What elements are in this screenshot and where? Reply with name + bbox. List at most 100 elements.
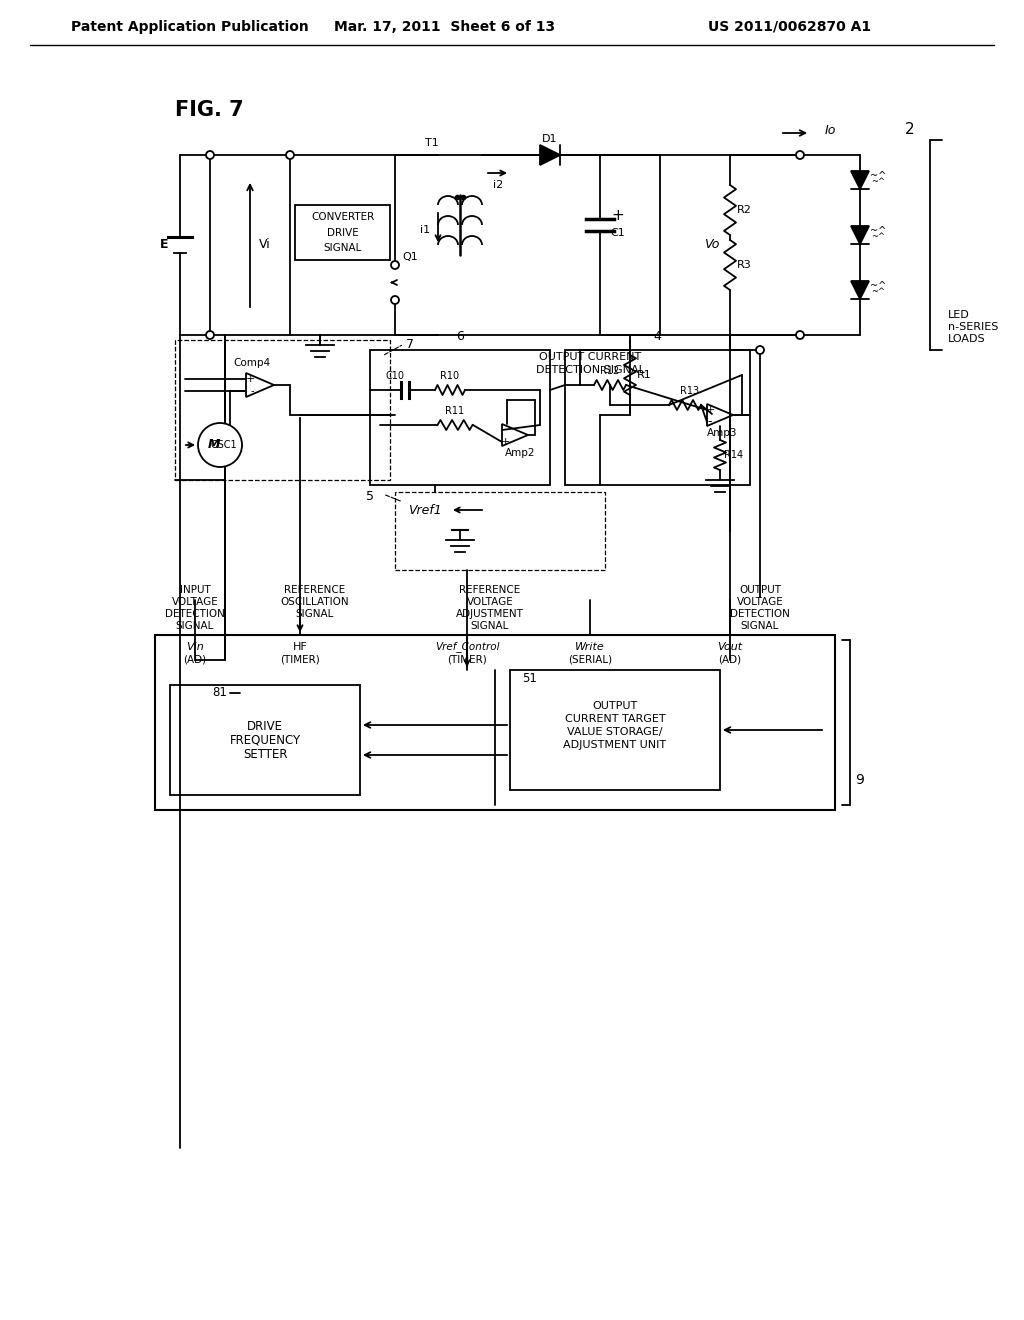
Text: 2: 2: [905, 123, 914, 137]
Text: FIG. 7: FIG. 7: [175, 100, 244, 120]
Text: CURRENT TARGET: CURRENT TARGET: [564, 714, 666, 723]
Text: OUTPUT CURRENT: OUTPUT CURRENT: [539, 352, 641, 362]
Text: R1: R1: [637, 370, 651, 380]
Text: R2: R2: [736, 205, 752, 215]
Text: ~^: ~^: [869, 172, 886, 181]
Text: SIGNAL: SIGNAL: [740, 620, 779, 631]
Text: R13: R13: [680, 385, 699, 396]
Text: DETECTION SIGNAL: DETECTION SIGNAL: [536, 366, 644, 375]
Text: 81: 81: [213, 686, 227, 700]
Text: -: -: [708, 416, 713, 429]
Text: OSCILLATION: OSCILLATION: [281, 597, 349, 607]
Bar: [155, 635, 835, 810]
Text: DETECTION: DETECTION: [730, 609, 790, 619]
Text: Vin: Vin: [186, 642, 204, 652]
Text: +: +: [611, 207, 625, 223]
Text: HF: HF: [293, 642, 307, 652]
Text: US 2011/0062870 A1: US 2011/0062870 A1: [709, 20, 871, 34]
Bar: [395, 492, 605, 570]
Text: 51: 51: [522, 672, 538, 685]
Circle shape: [206, 150, 214, 158]
Text: 5: 5: [366, 491, 374, 503]
Text: VALUE STORAGE/: VALUE STORAGE/: [567, 727, 663, 737]
Bar: [295, 205, 390, 260]
Polygon shape: [851, 226, 869, 244]
Text: VOLTAGE: VOLTAGE: [736, 597, 783, 607]
Text: VOLTAGE: VOLTAGE: [467, 597, 513, 607]
Text: SETTER: SETTER: [243, 747, 288, 760]
Text: (SERIAL): (SERIAL): [568, 653, 612, 664]
Text: INPUT: INPUT: [179, 585, 210, 595]
Text: R3: R3: [736, 260, 752, 271]
Text: OUTPUT: OUTPUT: [739, 585, 781, 595]
Text: -: -: [250, 385, 254, 396]
Text: 9: 9: [856, 774, 864, 787]
Text: Write: Write: [575, 642, 605, 652]
Text: Amp3: Amp3: [707, 428, 737, 438]
Text: n-SERIES: n-SERIES: [948, 322, 998, 333]
Text: +: +: [501, 437, 510, 447]
Text: ~^: ~^: [869, 281, 886, 290]
Text: R14: R14: [724, 450, 743, 459]
Circle shape: [206, 331, 214, 339]
Text: OSC1: OSC1: [211, 440, 238, 450]
Text: E: E: [160, 239, 168, 252]
Text: VOLTAGE: VOLTAGE: [172, 597, 218, 607]
Text: ~^: ~^: [871, 177, 885, 186]
Text: C10: C10: [385, 371, 404, 381]
Text: Vout: Vout: [718, 642, 742, 652]
Circle shape: [391, 296, 399, 304]
Bar: [510, 671, 720, 789]
Text: Mar. 17, 2011  Sheet 6 of 13: Mar. 17, 2011 Sheet 6 of 13: [335, 20, 556, 34]
Text: SIGNAL: SIGNAL: [471, 620, 509, 631]
Text: OUTPUT: OUTPUT: [592, 701, 638, 711]
Bar: [370, 350, 550, 484]
Text: REFERENCE: REFERENCE: [285, 585, 346, 595]
Circle shape: [756, 346, 764, 354]
Text: Vi: Vi: [259, 239, 271, 252]
Text: +: +: [246, 374, 255, 384]
Text: SIGNAL: SIGNAL: [176, 620, 214, 631]
Text: D1: D1: [543, 135, 558, 144]
Text: R11: R11: [445, 407, 465, 416]
Circle shape: [796, 331, 804, 339]
Text: T1: T1: [425, 139, 439, 148]
Bar: [175, 341, 390, 480]
Text: DRIVE: DRIVE: [247, 719, 283, 733]
Text: ADJUSTMENT: ADJUSTMENT: [456, 609, 524, 619]
Text: (TIMER): (TIMER): [281, 653, 319, 664]
Text: CONVERTER: CONVERTER: [311, 213, 374, 222]
Text: (TIMER): (TIMER): [447, 653, 486, 664]
Text: Io: Io: [824, 124, 836, 136]
Text: DRIVE: DRIVE: [327, 227, 358, 238]
Text: Patent Application Publication: Patent Application Publication: [71, 20, 309, 34]
Polygon shape: [851, 281, 869, 300]
Text: FREQUENCY: FREQUENCY: [229, 734, 301, 747]
Text: R10: R10: [440, 371, 460, 381]
Circle shape: [391, 261, 399, 269]
Text: (AD): (AD): [719, 653, 741, 664]
Text: (AD): (AD): [183, 653, 207, 664]
Circle shape: [796, 150, 804, 158]
Text: Amp2: Amp2: [505, 447, 536, 458]
Polygon shape: [851, 172, 869, 189]
Bar: [565, 350, 750, 484]
Bar: [170, 685, 360, 795]
Text: DETECTION: DETECTION: [165, 609, 225, 619]
Text: -: -: [503, 424, 507, 437]
Text: C1: C1: [610, 228, 626, 238]
Text: 7: 7: [406, 338, 414, 351]
Text: R12: R12: [600, 366, 620, 376]
Text: 4: 4: [653, 330, 662, 342]
Text: i2: i2: [493, 180, 503, 190]
Text: ~^: ~^: [869, 226, 886, 236]
Text: SIGNAL: SIGNAL: [324, 243, 361, 253]
Circle shape: [198, 422, 242, 467]
Circle shape: [286, 150, 294, 158]
Text: 6: 6: [456, 330, 464, 342]
Text: SIGNAL: SIGNAL: [296, 609, 334, 619]
Text: +: +: [706, 405, 715, 414]
Text: Vo: Vo: [705, 239, 720, 252]
Text: ~^: ~^: [871, 288, 885, 297]
Text: Q1: Q1: [402, 252, 418, 261]
